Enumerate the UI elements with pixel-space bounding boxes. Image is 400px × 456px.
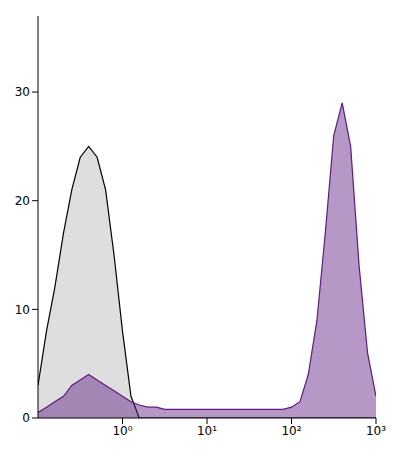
svg-text:10³: 10³ bbox=[366, 424, 386, 438]
svg-text:10²: 10² bbox=[281, 424, 301, 438]
svg-text:0: 0 bbox=[22, 411, 30, 425]
svg-text:30: 30 bbox=[15, 85, 30, 99]
svg-text:10⁰: 10⁰ bbox=[112, 424, 132, 438]
svg-text:10¹: 10¹ bbox=[197, 424, 217, 438]
svg-text:10: 10 bbox=[15, 303, 30, 317]
svg-text:20: 20 bbox=[15, 194, 30, 208]
